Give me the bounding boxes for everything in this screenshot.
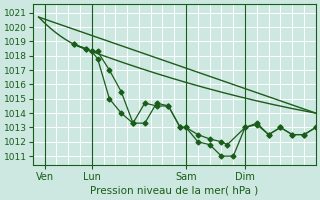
X-axis label: Pression niveau de la mer( hPa ): Pression niveau de la mer( hPa ) [90, 186, 259, 196]
